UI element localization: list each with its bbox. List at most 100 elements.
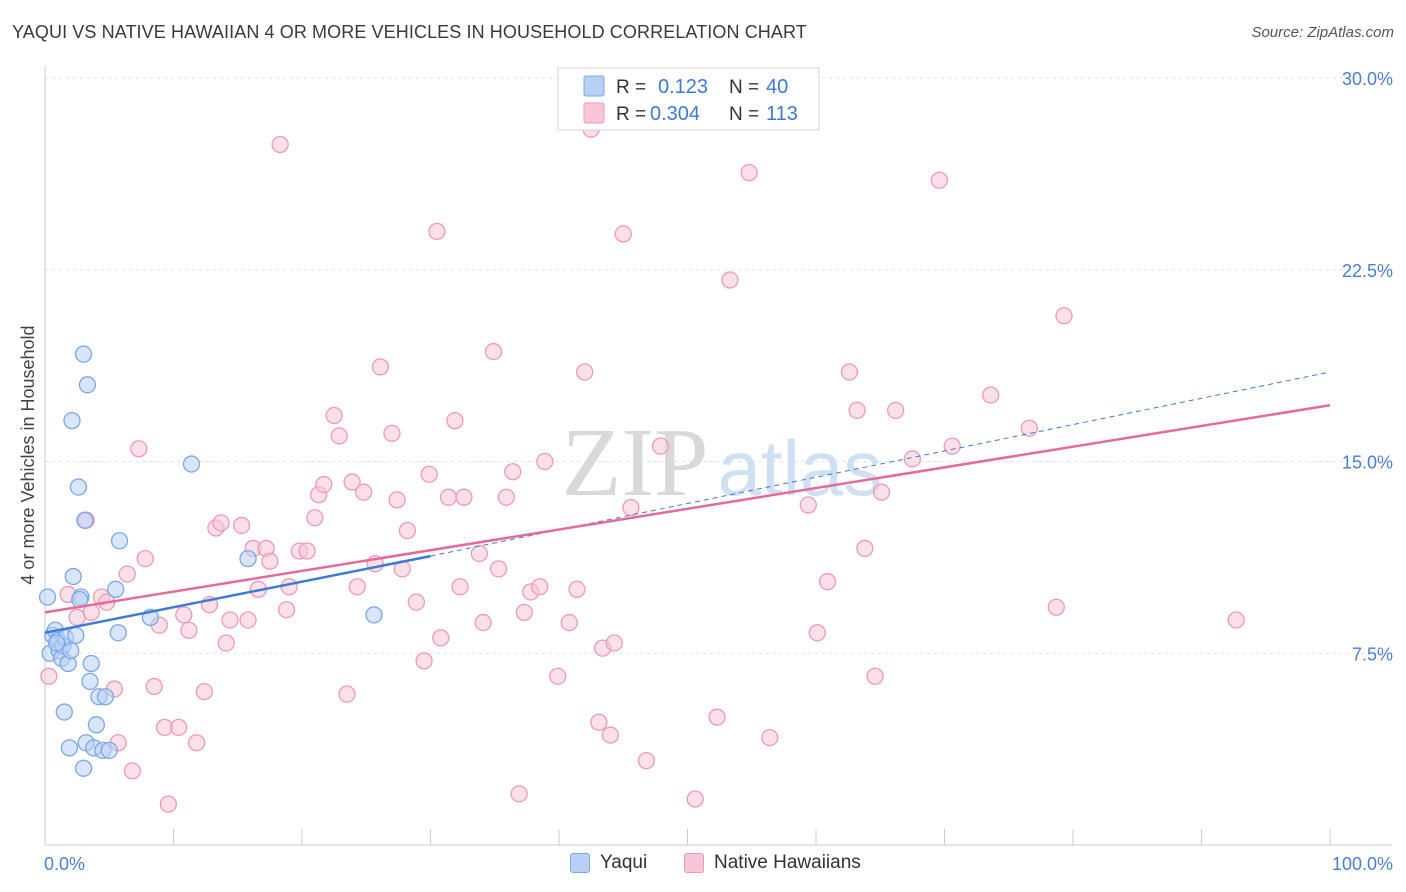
native-hawaiians-point-24 [212, 514, 230, 532]
native-hawaiians-point-57 [432, 629, 450, 647]
yaqui-trend-line [44, 554, 431, 635]
native-hawaiians-point-34 [277, 601, 296, 619]
native-hawaiians-point-58 [439, 488, 458, 506]
native-hawaiians-point-55 [420, 465, 438, 483]
native-hawaiians-point-68 [510, 785, 528, 803]
stats-legend-r-label-hawaiians: R = [616, 104, 646, 125]
native-hawaiians-point-96 [856, 539, 874, 558]
yaqui-point-36 [55, 703, 73, 721]
legend-label-native-hawaiians: Native Hawaiians [714, 852, 861, 873]
native-hawaiians-point-80 [601, 726, 620, 744]
stats-legend-n-label-yaqui: N = [729, 77, 759, 98]
native-hawaiians-point-86 [686, 790, 704, 808]
native-hawaiians-point-103 [982, 386, 1000, 404]
native-hawaiians-point-101 [930, 171, 949, 189]
native-hawaiians-point-76 [576, 363, 594, 381]
native-hawaiians-point-13 [145, 677, 163, 696]
native-hawaiians-point-33 [271, 135, 289, 154]
native-hawaiians-point-72 [536, 452, 554, 471]
yaqui-point-16 [74, 759, 93, 777]
stats-legend-swatch-hawaiians [583, 102, 605, 124]
native-hawaiians-point-64 [484, 342, 503, 361]
native-hawaiians-point-37 [298, 542, 316, 560]
native-hawaiians-point-83 [622, 498, 640, 517]
zipatlas-watermark: ZIP atlas [562, 409, 883, 517]
native-hawaiians-point-93 [818, 573, 837, 591]
chart-title: YAQUI VS NATIVE HAWAIIAN 4 OR MORE VEHIC… [12, 22, 807, 42]
native-hawaiians-point-105 [1047, 598, 1065, 616]
yaqui-point-31 [110, 532, 129, 550]
legend-item-yaqui[interactable]: Yaqui [570, 852, 647, 874]
native-hawaiians-point-104 [1020, 419, 1038, 437]
native-hawaiians-point-94 [840, 363, 859, 381]
native-hawaiians-point-28 [239, 611, 257, 629]
native-hawaiians-point-62 [470, 544, 488, 563]
native-hawaiians-point-92 [808, 624, 826, 642]
native-hawaiians-point-45 [348, 578, 366, 596]
native-hawaiians-point-89 [740, 163, 758, 182]
legend-swatch-yaqui [570, 853, 590, 873]
legend-label-yaqui: Yaqui [600, 852, 648, 873]
stats-legend-n-value-hawaiians: 113 [766, 103, 798, 125]
native-hawaiians-point-46 [355, 483, 373, 501]
native-hawaiians-point-87 [708, 708, 726, 726]
native-hawaiians-point-12 [136, 550, 154, 568]
yaqui-point-34 [239, 550, 257, 568]
yaqui-point-17 [76, 511, 94, 529]
native-hawaiians-point-43 [338, 685, 356, 703]
native-hawaiians-point-48 [371, 358, 390, 376]
legend-item-native-hawaiians[interactable]: Native Hawaiians [684, 852, 861, 874]
native-hawaiians-point-78 [590, 713, 608, 731]
native-hawaiians-point-98 [872, 483, 891, 501]
native-hawaiians-point-85 [651, 437, 670, 455]
y-tick-label-1: 15.0% [1342, 453, 1393, 473]
bottom-legend: Yaqui Native Hawaiians [0, 848, 1406, 878]
native-hawaiians-point-50 [388, 491, 406, 509]
native-hawaiians-point-90 [761, 728, 779, 747]
native-hawaiians-point-74 [560, 613, 578, 632]
yaqui-point-22 [82, 654, 100, 673]
x-tick-label-1: 100.0% [1332, 854, 1393, 874]
y-tick-label-0: 7.5% [1352, 644, 1393, 664]
native-hawaiians-point-75 [568, 580, 586, 598]
native-hawaiians-point-88 [721, 271, 739, 289]
axes [44, 66, 1392, 846]
native-hawaiians-point-9 [118, 565, 136, 583]
native-hawaiians-point-65 [489, 560, 508, 578]
yaqui-points [38, 345, 383, 777]
native-hawaiians-point-82 [614, 225, 632, 243]
native-hawaiians-point-107 [1227, 611, 1245, 629]
native-hawaiians-point-42 [330, 427, 348, 445]
y-axis-label: 4 or more Vehicles in Household [18, 325, 38, 584]
native-hawaiians-point-10 [123, 762, 142, 780]
axis-tick-labels: 7.5% 15.0% 22.5% 30.0% 0.0% 100.0% [44, 69, 1393, 874]
yaqui-point-24 [87, 716, 106, 734]
stats-legend-swatch-yaqui [583, 75, 605, 97]
native-hawaiians-point-21 [195, 682, 213, 701]
native-hawaiians-point-71 [531, 578, 549, 596]
yaqui-point-20 [78, 376, 97, 394]
native-hawaiians-point-69 [515, 603, 533, 621]
yaqui-point-10 [62, 642, 80, 660]
grid-lines [45, 77, 1392, 654]
native-hawaiians-point-32 [261, 552, 279, 570]
native-hawaiians-point-17 [169, 718, 188, 737]
yaqui-point-33 [182, 455, 201, 473]
yaqui-point-21 [81, 672, 99, 691]
y-tick-label-3: 30.0% [1342, 69, 1393, 89]
yaqui-point-12 [64, 567, 82, 586]
yaqui-point-37 [60, 739, 79, 757]
native-hawaiians-point-81 [605, 634, 623, 652]
native-hawaiians-point-63 [474, 613, 492, 632]
stats-legend-n-label-hawaiians: N = [729, 104, 759, 125]
trend-lines [44, 371, 1331, 635]
yaqui-point-19 [74, 345, 93, 363]
y-tick-label-2: 22.5% [1342, 261, 1393, 281]
legend-swatch-native-hawaiians [684, 853, 704, 873]
stats-legend-n-value-yaqui: 40 [766, 76, 788, 98]
native-hawaiians-point-52 [398, 521, 417, 540]
native-hawaiians-point-60 [451, 578, 469, 596]
native-hawaiians-point-27 [232, 516, 251, 535]
native-hawaiians-point-56 [428, 222, 446, 241]
